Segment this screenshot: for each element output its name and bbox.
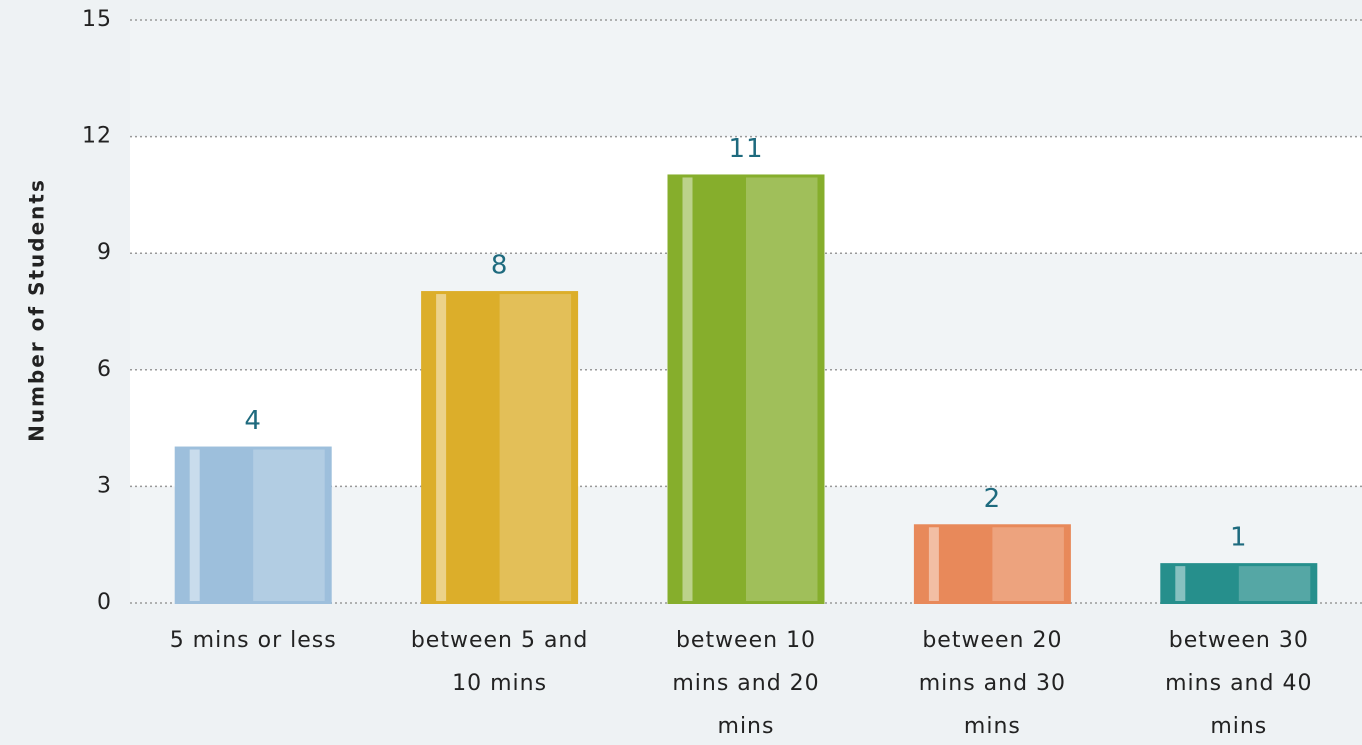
bar-highlight xyxy=(682,177,693,601)
y-tick-label: 12 xyxy=(82,124,112,149)
x-tick-label: between 30 mins and 40 mins xyxy=(1165,628,1312,739)
bar xyxy=(913,524,1071,604)
bar-shine xyxy=(992,527,1064,601)
bar-shine xyxy=(1238,566,1311,601)
bar xyxy=(174,446,332,604)
bar xyxy=(1160,563,1318,605)
value-label: 11 xyxy=(728,134,763,164)
bar-shine xyxy=(499,294,572,601)
bar-highlight xyxy=(189,449,200,601)
bar-highlight xyxy=(1175,566,1186,601)
value-label: 4 xyxy=(244,406,262,436)
value-label: 2 xyxy=(984,484,1002,514)
x-tick-label: between 20 mins and 30 mins xyxy=(919,628,1066,739)
bar-highlight xyxy=(928,527,939,601)
bar xyxy=(421,291,579,604)
y-axis-label: Number of Students xyxy=(25,178,49,442)
y-tick-label: 15 xyxy=(82,7,112,32)
value-label: 1 xyxy=(1230,523,1248,553)
bar-highlight xyxy=(436,294,447,601)
y-tick-label: 3 xyxy=(97,473,112,498)
x-tick-label: between 5 and 10 mins xyxy=(411,628,589,696)
x-tick-label: 5 mins or less xyxy=(170,628,337,653)
y-tick-label: 9 xyxy=(97,240,112,265)
bar xyxy=(667,174,825,604)
bar-shine xyxy=(253,449,325,601)
y-tick-label: 0 xyxy=(97,590,112,615)
bar-shine xyxy=(746,177,818,601)
value-label: 8 xyxy=(491,251,509,281)
band xyxy=(130,20,1362,137)
y-tick-label: 6 xyxy=(97,357,112,382)
x-tick-label: between 10 mins and 20 mins xyxy=(672,628,819,739)
